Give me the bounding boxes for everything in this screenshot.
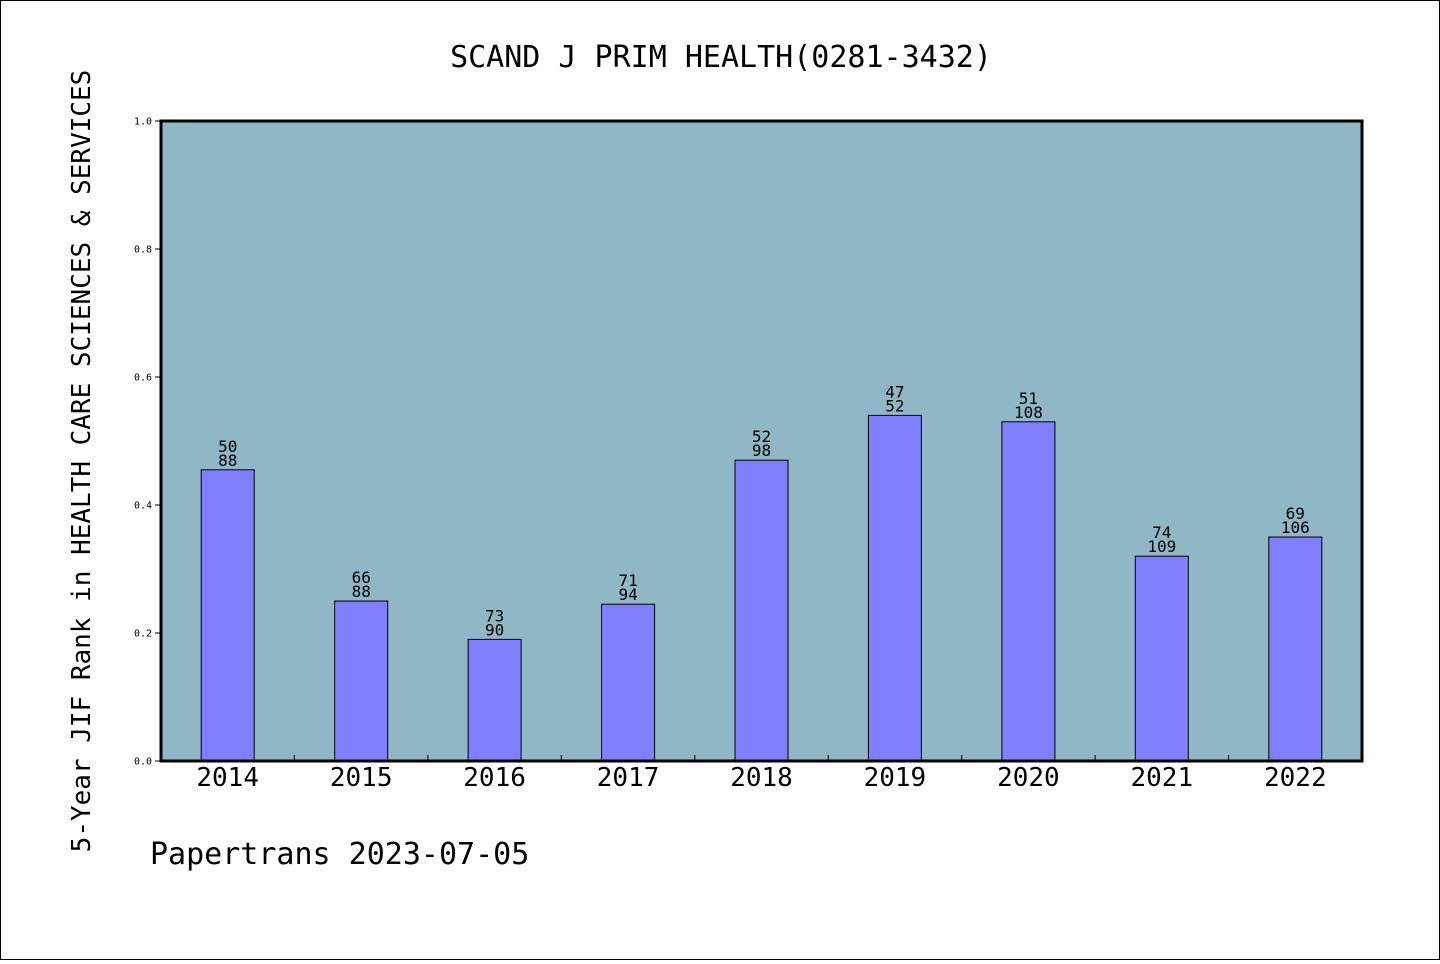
- x-tick-label-2016: 2016: [463, 763, 526, 793]
- bar-label-bottom-2017: 94: [618, 585, 637, 604]
- bar-label-bottom-2016: 90: [485, 620, 504, 639]
- x-tick-label-2022: 2022: [1264, 763, 1327, 793]
- plot-border: [159, 119, 1364, 763]
- y-tick-label: 1.0: [134, 117, 152, 128]
- bar-2017: [601, 603, 656, 762]
- bar-label-top-2016: 73: [485, 606, 504, 625]
- x-tick-label-2018: 2018: [730, 763, 793, 793]
- y-tick-label: 0.8: [134, 245, 152, 256]
- bar-label-top-2015: 66: [352, 568, 371, 587]
- y-tick-label: 0.6: [134, 373, 152, 384]
- bar-2015: [334, 600, 389, 762]
- y-ticks-group: 0.0 0.2 0.4 0.6 0.8 1.0: [134, 117, 161, 768]
- y-tick-label: 0.4: [134, 501, 152, 512]
- bar-label-bottom-2014: 88: [218, 451, 237, 470]
- x-ticks-group: 2014 2015 2016 2017 2018 2019 2020 2021 2022: [196, 755, 1327, 793]
- bar-label-top-2019: 47: [885, 382, 904, 401]
- bar-2021: [1134, 555, 1189, 762]
- bar-2016: [467, 638, 522, 762]
- x-tick-label-2019: 2019: [864, 763, 927, 793]
- bar-label-bottom-2021: 109: [1147, 537, 1176, 556]
- bar-label-bottom-2015: 88: [352, 582, 371, 601]
- y-tick-label: 0.0: [134, 757, 152, 768]
- bar-label-top-2017: 71: [618, 571, 637, 590]
- bar-label-bottom-2018: 98: [752, 441, 771, 460]
- footer-text: Papertrans 2023-07-05: [150, 837, 529, 872]
- x-tick-label-2015: 2015: [330, 763, 393, 793]
- x-tick-label-2014: 2014: [196, 763, 259, 793]
- bar-label-top-2018: 52: [752, 427, 771, 446]
- bar-label-bottom-2022: 106: [1281, 518, 1310, 537]
- bar-label-bottom-2019: 52: [885, 396, 904, 415]
- bar-2020: [1001, 421, 1056, 762]
- bar-2018: [734, 459, 789, 762]
- y-axis-label: 5-Year JIF Rank in HEALTH CARE SCIENCES …: [67, 70, 97, 853]
- chart-title: SCAND J PRIM HEALTH(0281-3432): [450, 40, 992, 75]
- bar-2022: [1268, 536, 1323, 762]
- x-tick-label-2020: 2020: [997, 763, 1060, 793]
- bar-label-bottom-2020: 108: [1014, 403, 1043, 422]
- x-tick-label-2021: 2021: [1130, 763, 1193, 793]
- bar-label-top-2022: 69: [1286, 504, 1305, 523]
- bar-2014: [200, 469, 255, 762]
- x-tick-label-2017: 2017: [597, 763, 660, 793]
- bar-label-top-2021: 74: [1152, 523, 1171, 542]
- y-tick-label: 0.2: [134, 629, 152, 640]
- bar-label-top-2020: 51: [1019, 389, 1038, 408]
- bar-label-top-2014: 50: [218, 437, 237, 456]
- bar-2019: [867, 414, 922, 762]
